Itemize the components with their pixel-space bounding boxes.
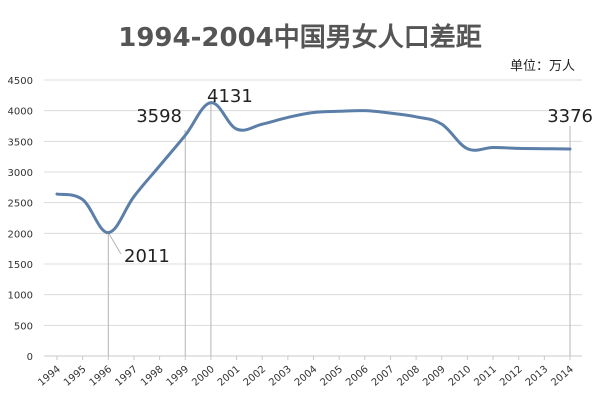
data-point — [107, 231, 109, 233]
x-tick-label: 2007 — [370, 364, 397, 389]
x-tick-label: 2011 — [472, 364, 499, 389]
x-tick-label: 2004 — [293, 364, 320, 389]
data-point — [364, 109, 366, 111]
annotation-leaders — [107, 102, 571, 356]
x-tick-label: 2002 — [242, 364, 269, 389]
x-tick-label: 2008 — [395, 364, 422, 389]
y-tick-label: 2500 — [8, 199, 33, 210]
chart-title: 1994-2004中国男女人口差距 — [118, 22, 482, 53]
data-point — [518, 147, 520, 149]
y-tick-label: 1000 — [8, 291, 33, 302]
data-point — [389, 112, 391, 114]
data-point — [492, 146, 494, 148]
y-tick-label: 500 — [14, 321, 33, 332]
x-tick-label: 2001 — [216, 364, 243, 389]
data-point — [287, 116, 289, 118]
x-tick-label: 2009 — [421, 364, 448, 389]
data-label: 4131 — [207, 86, 253, 107]
data-point — [158, 165, 160, 167]
y-tick-label: 4500 — [8, 76, 33, 87]
data-point — [261, 123, 263, 125]
x-tick-label: 1996 — [88, 364, 115, 389]
x-tick-label: 1998 — [139, 364, 166, 389]
x-tick-label: 2012 — [498, 364, 525, 389]
y-tick-label: 1500 — [8, 260, 33, 271]
data-label: 3376 — [547, 106, 593, 127]
data-point — [312, 111, 314, 113]
data-point — [56, 193, 58, 195]
x-tick-label: 1997 — [113, 364, 140, 389]
data-label: 3598 — [136, 106, 182, 127]
y-tick-label: 3500 — [8, 137, 33, 148]
unit-label: 单位：万人 — [510, 59, 575, 74]
series — [55, 101, 572, 235]
data-point — [81, 198, 83, 200]
annotation-leader — [107, 232, 122, 255]
x-tick-label: 2010 — [447, 364, 474, 389]
data-point — [338, 110, 340, 112]
x-tick-label: 1994 — [36, 364, 63, 389]
x-tick-label: 2000 — [190, 364, 217, 389]
data-point — [466, 147, 468, 149]
data-point — [569, 148, 571, 150]
y-tick-label: 2000 — [8, 229, 33, 240]
data-point — [184, 134, 186, 136]
data-label: 2011 — [124, 246, 170, 267]
axes: 0 500 1000 1500 2000 2500 3000 3500 4000 4500 1994… — [8, 76, 576, 389]
x-tick-label: 2005 — [319, 364, 346, 389]
x-tick-label: 2003 — [267, 364, 294, 389]
data-point — [235, 128, 237, 130]
series-line — [55, 101, 572, 235]
data-point — [441, 123, 443, 125]
data-labels: 2011 3598 4131 3376 — [124, 86, 593, 267]
data-point — [543, 147, 545, 149]
x-tick-label: 2006 — [344, 364, 371, 389]
y-tick-label: 3000 — [8, 168, 33, 179]
x-tick-label: 1995 — [62, 364, 89, 389]
x-tick-label: 2014 — [549, 364, 576, 389]
data-point — [133, 195, 135, 197]
data-point — [415, 116, 417, 118]
y-tick-label: 0 — [27, 352, 33, 363]
y-tick-label: 4000 — [8, 107, 33, 118]
x-tick-label: 1999 — [165, 364, 192, 389]
x-tick-label: 2013 — [524, 364, 551, 389]
grid — [44, 79, 582, 357]
